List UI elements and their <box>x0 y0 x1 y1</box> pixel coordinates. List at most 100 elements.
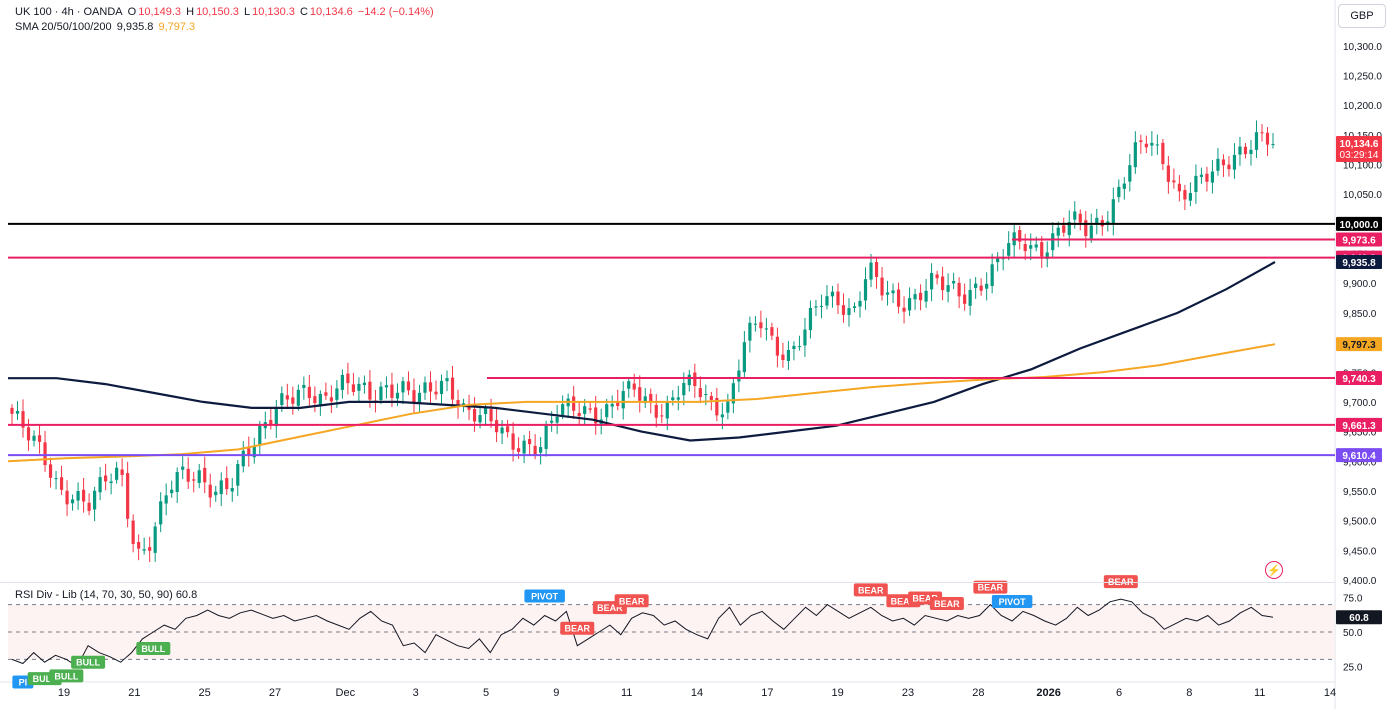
candle-body <box>15 410 20 414</box>
candle-body <box>830 291 835 297</box>
candle-body <box>803 329 807 346</box>
candle-body <box>291 397 295 404</box>
candle-body <box>109 481 113 484</box>
candle-body <box>54 478 58 480</box>
candle-body <box>682 382 686 396</box>
candle-body <box>1216 158 1220 171</box>
candle-body <box>164 495 168 504</box>
candle-body <box>1040 242 1044 257</box>
sma-value-2: 9,797.3 <box>158 21 196 33</box>
candle-body <box>1062 225 1066 233</box>
rsi-signal-bear <box>929 597 964 611</box>
rsi-signal-label: PIVOT <box>531 592 559 602</box>
candle-body <box>175 472 179 492</box>
time-tick-label: 14 <box>691 687 703 699</box>
candle-body <box>792 345 796 350</box>
candle-body <box>698 388 702 398</box>
low-value: 10,130.3 <box>252 6 295 18</box>
rsi-value-badge-label: 60.8 <box>1349 613 1369 624</box>
candle-body <box>280 393 284 406</box>
candle-body <box>1117 186 1121 198</box>
candle-body <box>891 290 895 294</box>
time-tick-label: 6 <box>1116 687 1122 699</box>
candle-body <box>142 549 146 551</box>
sma-label[interactable]: SMA 20/50/100/200 <box>15 21 112 33</box>
price-tick-label: 9,650.0 <box>1343 428 1377 439</box>
sma-50-line <box>8 261 1276 442</box>
candle-body <box>445 378 449 382</box>
candle-body <box>219 480 223 495</box>
time-tick-label: 11 <box>1254 687 1265 699</box>
candle-body <box>208 484 212 498</box>
candle-body <box>1078 213 1082 223</box>
candle-body <box>258 425 262 445</box>
candle-body <box>329 397 333 402</box>
candle-body <box>76 491 80 501</box>
candle-body <box>847 308 851 315</box>
candle-body <box>1073 211 1077 220</box>
candle-body <box>346 373 350 384</box>
candle-body <box>979 285 983 291</box>
time-tick-label: 2026 <box>1036 687 1060 699</box>
symbol-label[interactable]: UK 100 · 4h · OANDA <box>15 6 123 18</box>
candle-body <box>907 298 912 311</box>
low-label: L <box>243 6 251 18</box>
time-tick-label: 25 <box>199 687 211 699</box>
candle-body <box>1260 132 1264 134</box>
candle-body <box>450 377 455 400</box>
candle-body <box>489 409 493 422</box>
level-9740-3-badge-label: 9,740.3 <box>1342 374 1376 385</box>
candle-body <box>621 391 625 409</box>
currency-button[interactable]: GBP <box>1338 4 1386 28</box>
candle-body <box>1122 183 1126 189</box>
candle-body <box>412 390 416 403</box>
candle-body <box>660 415 664 417</box>
candle-body <box>1166 165 1170 182</box>
sma50-badge-label: 9,935.8 <box>1342 258 1376 269</box>
candle-body <box>186 468 190 482</box>
price-tick-label: 9,450.0 <box>1343 546 1377 557</box>
candle-body <box>968 290 972 306</box>
time-tick-label: 19 <box>58 687 70 699</box>
price-tick-label: 9,550.0 <box>1343 487 1377 498</box>
candle-body <box>170 489 174 494</box>
candle-body <box>296 389 300 406</box>
candle-body <box>1051 233 1055 251</box>
candle-body <box>1232 154 1237 170</box>
time-tick-label: 5 <box>483 687 489 699</box>
candle-body <box>340 374 344 390</box>
candle-body <box>797 346 802 348</box>
pane-separator[interactable] <box>0 582 1335 583</box>
candle-body <box>390 384 394 398</box>
level-9661-3-badge-label: 9,661.3 <box>1342 421 1376 432</box>
rsi-signal-label: BEAR <box>978 583 1004 593</box>
rsi-label[interactable]: RSI Div - Lib (14, 70, 30, 50, 90) <box>15 589 173 601</box>
candle-body <box>985 283 989 289</box>
candle-body <box>896 289 901 307</box>
rsi-signal-bear <box>560 621 595 635</box>
candle-body <box>428 382 433 392</box>
candle-body <box>957 282 961 297</box>
candle-body <box>550 420 554 423</box>
candle-body <box>26 427 31 441</box>
rsi-signal-bull <box>71 655 106 669</box>
level-9973-6-badge-label: 9,973.6 <box>1342 236 1376 247</box>
candle-body <box>1128 165 1132 182</box>
candle-body <box>665 402 669 419</box>
rsi-signal-label: BULL <box>54 671 78 681</box>
candle-body <box>181 466 185 470</box>
candle-body <box>1254 132 1259 150</box>
candle-body <box>913 294 917 300</box>
candle-body <box>120 469 124 475</box>
time-tick-label: 19 <box>832 687 844 699</box>
candle-body <box>693 372 697 387</box>
lightning-icon[interactable]: ⚡ <box>1265 561 1283 579</box>
last-price-label: 10,134.6 <box>1340 139 1379 150</box>
candle-body <box>401 381 405 393</box>
rsi-signal-label: BEAR <box>619 596 645 606</box>
candle-body <box>395 392 400 399</box>
rsi-signal-label: BEAR <box>565 624 591 634</box>
rsi-signal-pivot <box>991 595 1033 609</box>
candle-body <box>902 307 906 312</box>
